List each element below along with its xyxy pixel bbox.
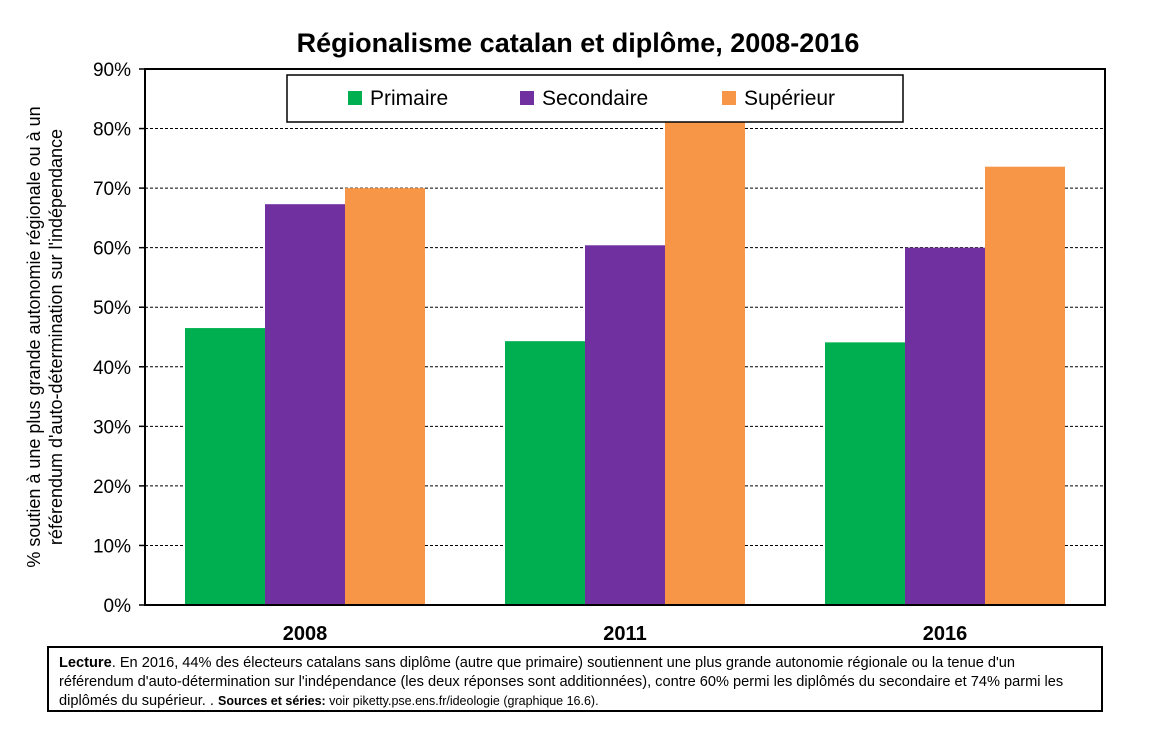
legend-swatch-secondaire: [520, 91, 534, 105]
bar-primaire-2008: [185, 328, 265, 605]
caption-lead-text: . En 2016, 44% des électeurs catalans sa…: [59, 655, 1064, 709]
y-tick-label: 80%: [93, 120, 131, 141]
bar-supérieur-2016: [985, 166, 1065, 605]
legend-label-secondaire: Secondaire: [542, 87, 648, 110]
y-tick-label: 70%: [93, 179, 131, 200]
plot-frame: [144, 68, 1106, 606]
x-tick-label: 2011: [603, 623, 646, 640]
y-tick-label: 20%: [93, 477, 131, 498]
caption-lead-label: Lecture: [59, 655, 112, 671]
bar-primaire-2016: [825, 342, 905, 605]
y-tick-label: 0%: [104, 596, 132, 617]
bar-secondaire-2011: [585, 245, 665, 606]
caption-box: Lecture. En 2016, 44% des électeurs cata…: [47, 646, 1103, 712]
y-tick-label: 90%: [93, 60, 131, 81]
y-tick-label: 50%: [93, 298, 131, 319]
bar-secondaire-2016: [905, 247, 985, 605]
bar-secondaire-2008: [265, 204, 345, 606]
chart-title: Régionalisme catalan et diplôme, 2008-20…: [296, 28, 860, 58]
y-axis-label-line2: référendum d'auto-détermination sur l'in…: [46, 129, 66, 545]
caption-sources-text: voir piketty.pse.ens.fr/ideologie (graph…: [325, 694, 599, 708]
bar-supérieur-2011: [665, 122, 745, 605]
y-tick-label: 10%: [93, 536, 131, 557]
x-tick-label: 2008: [283, 623, 328, 640]
legend-swatch-primaire: [348, 91, 362, 105]
y-tick-label: 30%: [93, 417, 131, 438]
legend-label-primaire: Primaire: [370, 87, 448, 110]
y-axis-label-line1: % soutien à une plus grande autonomie ré…: [24, 106, 44, 567]
x-tick-label: 2016: [923, 623, 968, 640]
bar-chart: 0% 10% 20% 30% 40% 50% 60% 70% 80% 90% 2008 2011 201…: [24, 60, 1106, 640]
y-tick-label: 60%: [93, 239, 131, 260]
bar-supérieur-2008: [345, 188, 425, 605]
legend-label-supérieur: Supérieur: [744, 87, 835, 110]
bar-primaire-2011: [505, 341, 585, 605]
caption-sources-label: Sources et séries:: [218, 694, 326, 708]
y-tick-label: 40%: [93, 358, 131, 379]
legend-box: [286, 74, 904, 123]
legend-swatch-supérieur: [722, 91, 736, 105]
